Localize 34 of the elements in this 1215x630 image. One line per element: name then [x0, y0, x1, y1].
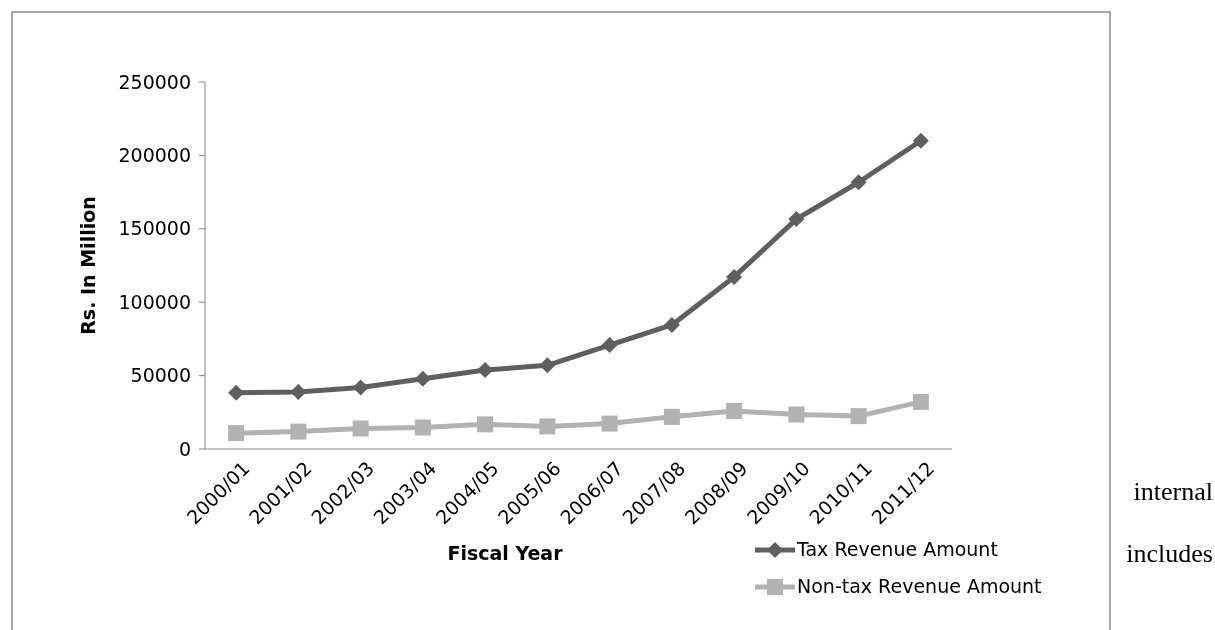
point — [788, 406, 805, 423]
point — [290, 383, 307, 400]
y-tick-label: 50000 — [130, 364, 191, 387]
text: includes — [1126, 539, 1213, 568]
point — [539, 418, 556, 435]
x-axis-title: Fiscal Year — [447, 542, 564, 564]
legend-label: Non-tax Revenue Amount — [797, 575, 1042, 597]
point — [850, 408, 867, 425]
point — [290, 423, 307, 440]
point — [477, 416, 494, 433]
point — [414, 370, 431, 387]
point — [788, 211, 805, 228]
point — [726, 268, 743, 285]
y-tick-label: 150000 — [118, 217, 191, 240]
y-tick-label: 250000 — [118, 70, 191, 93]
point — [726, 402, 743, 419]
point — [912, 132, 929, 149]
point — [228, 425, 245, 442]
point — [912, 393, 929, 410]
y-tick-label: 100000 — [118, 290, 191, 313]
point — [663, 316, 680, 333]
point — [601, 415, 618, 432]
point — [850, 174, 867, 191]
y-axis-title: Rs. In Million — [77, 196, 99, 335]
y-tick-label: 0 — [178, 437, 191, 460]
point — [352, 420, 369, 437]
point — [601, 337, 618, 354]
y-tick-label: 200000 — [118, 144, 191, 167]
point — [414, 419, 431, 436]
point — [352, 379, 369, 396]
legend-label: Tax Revenue Amount — [796, 538, 998, 560]
point — [539, 357, 556, 374]
point — [663, 408, 680, 425]
text: internal — [1133, 477, 1213, 506]
